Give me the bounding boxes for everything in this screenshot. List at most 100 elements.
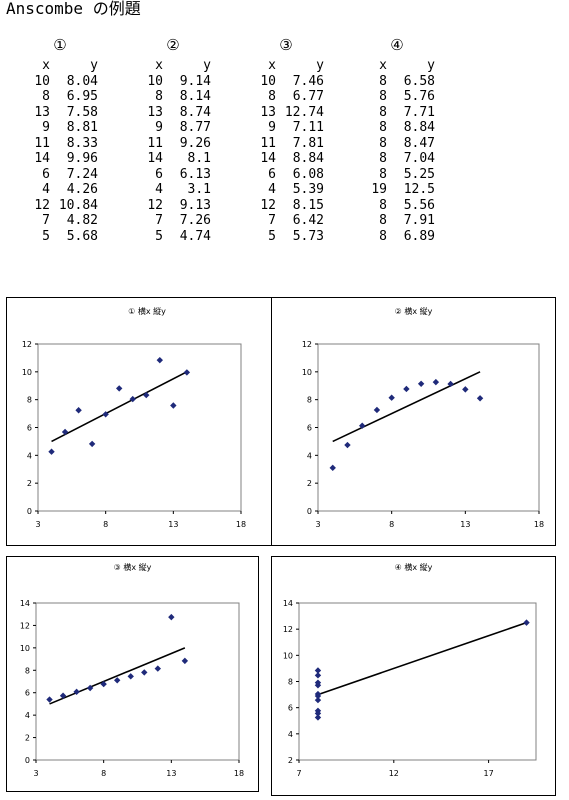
x-tick-label: 8 [101,769,106,778]
cell-y: 8.33 [66,135,98,151]
column-header-y: y [90,58,98,73]
y-tick-label: 14 [20,599,30,608]
scatter-chart-2: ② 横x 縦y 0 2 4 6 8 10 12 3 8 13 18 [271,297,556,546]
cell-y: 8.1 [187,151,211,166]
table-header-row: x y [28,58,98,74]
y-tick-label: 12 [22,340,32,349]
cell-x: 6 [155,166,163,182]
table-header-row: x y [141,58,211,74]
cell-x: 5 [155,228,163,244]
y-tick-label: 2 [27,479,32,488]
column-header-x: x [155,58,163,73]
y-tick-label: 0 [25,756,30,765]
trend-line [49,647,186,705]
data-point [523,619,530,626]
y-tick-label: 6 [307,424,312,433]
x-tick-label: 18 [234,769,244,778]
cell-x: 12 [34,197,50,213]
table-row: 11 7.81 [254,136,324,152]
cell-x: 10 [147,73,163,89]
cell-x: 8 [379,104,387,120]
table-row: 13 7.58 [28,105,98,121]
table-row: 7 4.82 [28,213,98,229]
y-tick-label: 0 [27,507,32,516]
table-row: 6 7.24 [28,167,98,183]
cell-y: 8.04 [66,73,98,89]
cell-y: 6.13 [179,166,211,182]
y-tick-label: 14 [283,599,293,608]
cell-x: 8 [379,166,387,182]
x-tick-label: 13 [168,520,178,529]
table-row: 4 4.26 [28,182,98,198]
y-tick-label: 8 [27,396,32,405]
chart-title: ④ 横x 縦y [395,562,433,572]
data-point [476,395,484,402]
cell-y: 6.89 [403,228,435,244]
y-tick-label: 12 [302,340,312,349]
table-row: 6 6.08 [254,167,324,183]
data-point [403,385,410,393]
cell-x: 8 [379,73,387,89]
column-header-x: x [268,58,276,73]
cell-y: 5.68 [66,228,98,244]
cell-x: 4 [155,182,163,197]
cell-y: 4.74 [179,228,211,244]
data-point [359,422,366,429]
cell-y: 8.77 [179,120,211,135]
y-tick-label: 10 [20,644,30,653]
chart-svg: ③ 横x 縦y 0 2 4 6 8 10 12 14 3 8 13 18 [6,556,259,792]
cell-x: 8 [379,120,387,135]
table-row: 14 9.96 [28,151,98,167]
cell-y: 5.76 [403,89,435,104]
cell-x: 7 [42,213,50,228]
cell-x: 11 [147,135,163,151]
data-point [73,688,80,696]
cell-y: 8.47 [403,135,435,151]
table-row: 8 5.76 [365,89,435,105]
x-tick-label: 3 [35,520,40,529]
cell-x: 8 [379,228,387,244]
data-point [129,395,136,403]
page-title: Anscombe の例題 [6,0,141,18]
y-tick-label: 8 [307,396,312,405]
cell-x: 8 [379,213,387,228]
x-tick-label: 3 [315,520,320,529]
cell-x: 10 [260,73,276,89]
x-tick-label: 13 [460,520,470,529]
table-row: 8 6.58 [365,74,435,90]
column-header-y: y [316,58,324,73]
cell-y: 8.74 [179,104,211,120]
cell-y: 10.84 [58,197,98,213]
chart-svg: ① 横x 縦y 0 2 4 6 8 10 12 3 8 13 18 [6,297,288,546]
table-row: 8 8.14 [141,89,211,105]
data-table: x y 10 7.46 8 6.77 13 12.74 9 7.11 11 7.81 14 8.84 6… [254,58,324,244]
y-tick-label: 4 [288,730,293,739]
table-row: 8 7.71 [365,105,435,121]
table-row: 5 5.68 [28,229,98,245]
table-row: 8 8.84 [365,120,435,136]
table-row: 8 6.89 [365,229,435,245]
cell-x: 12 [147,197,163,213]
table-row: 4 3.1 [141,182,211,198]
data-point [75,407,82,414]
cell-y: 6.77 [292,89,324,104]
table-row: 12 8.15 [254,198,324,214]
cell-y: 7.04 [403,151,435,166]
x-tick-label: 3 [33,769,38,778]
plot-area [35,602,240,761]
data-point [143,391,150,399]
data-point [373,406,381,414]
cell-x: 13 [147,104,163,120]
cell-x: 8 [379,89,387,104]
dataset-label: ④ [390,36,404,54]
table-row: 4 5.39 [254,182,324,198]
scatter-chart-3: ③ 横x 縦y 0 2 4 6 8 10 12 14 3 8 13 18 [6,556,259,792]
data-point [102,411,109,418]
table-row: 10 9.14 [141,74,211,90]
data-point [100,680,107,688]
data-point [156,356,163,364]
chart-title: ③ 横x 縦y [114,562,152,572]
cell-x: 14 [147,151,163,166]
data-point [183,369,191,376]
cell-x: 13 [34,104,50,120]
